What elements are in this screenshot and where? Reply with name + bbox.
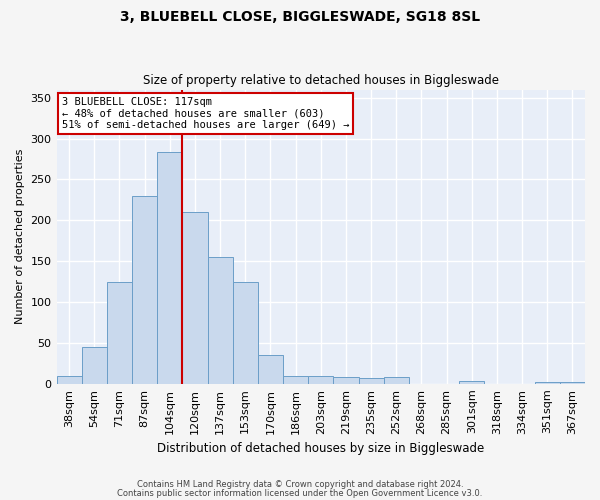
Bar <box>459 382 484 384</box>
Bar <box>82 347 107 384</box>
Text: 3, BLUEBELL CLOSE, BIGGLESWADE, SG18 8SL: 3, BLUEBELL CLOSE, BIGGLESWADE, SG18 8SL <box>120 10 480 24</box>
Bar <box>334 378 359 384</box>
Bar <box>107 282 132 384</box>
Bar <box>132 196 157 384</box>
Text: Contains HM Land Registry data © Crown copyright and database right 2024.: Contains HM Land Registry data © Crown c… <box>137 480 463 489</box>
Bar <box>560 382 585 384</box>
Bar <box>283 376 308 384</box>
Bar <box>182 212 208 384</box>
Text: Contains public sector information licensed under the Open Government Licence v3: Contains public sector information licen… <box>118 489 482 498</box>
Y-axis label: Number of detached properties: Number of detached properties <box>15 149 25 324</box>
Bar <box>157 152 182 384</box>
Bar <box>308 376 334 384</box>
Text: 3 BLUEBELL CLOSE: 117sqm
← 48% of detached houses are smaller (603)
51% of semi-: 3 BLUEBELL CLOSE: 117sqm ← 48% of detach… <box>62 97 349 130</box>
Bar <box>383 378 409 384</box>
Bar <box>56 376 82 384</box>
Bar <box>208 257 233 384</box>
Bar <box>233 282 258 384</box>
Bar <box>535 382 560 384</box>
X-axis label: Distribution of detached houses by size in Biggleswade: Distribution of detached houses by size … <box>157 442 484 455</box>
Bar <box>359 378 383 384</box>
Bar <box>258 355 283 384</box>
Title: Size of property relative to detached houses in Biggleswade: Size of property relative to detached ho… <box>143 74 499 87</box>
